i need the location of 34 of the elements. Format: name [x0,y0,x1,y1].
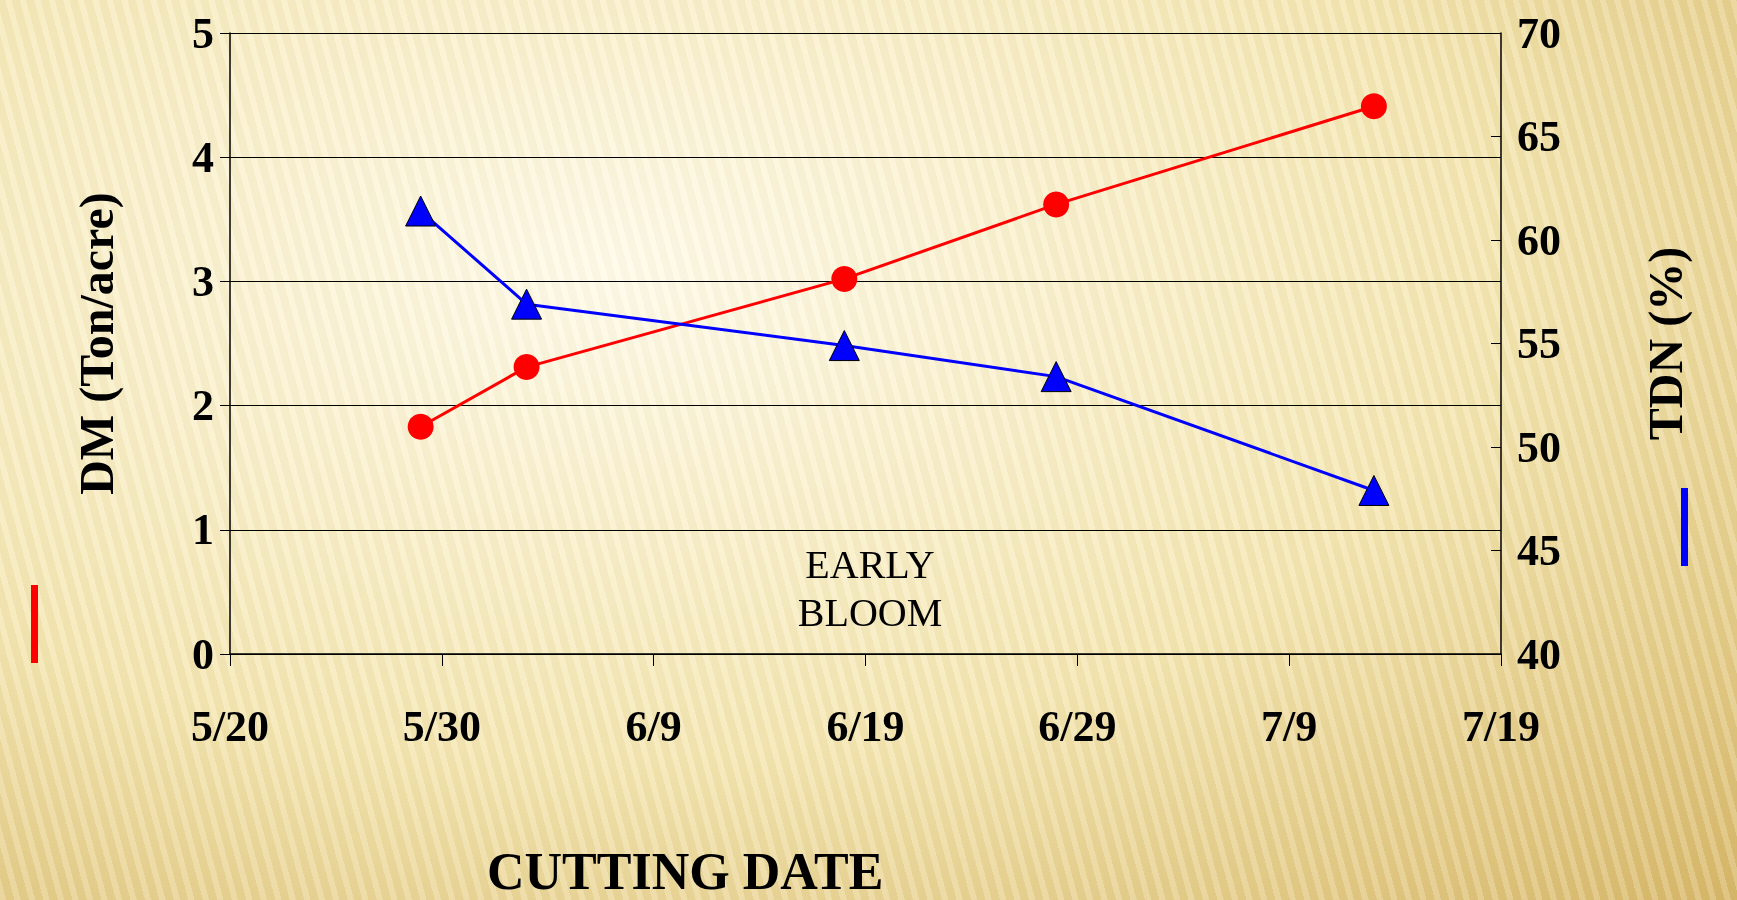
point [407,413,434,440]
y2-axis-title: TDN (%) [1638,246,1693,441]
y-tick-label: 1 [192,505,214,555]
y2-tick-label: 60 [1517,215,1561,265]
point [1040,361,1072,393]
x-axis-title: CUTTING DATE [487,842,884,900]
point [511,288,543,320]
x-tick-label: 7/19 [1461,701,1541,751]
x-tick-label: 7/9 [1261,701,1318,751]
y2-tick-label: 50 [1517,422,1561,472]
x-tick-label: 5/20 [190,701,270,751]
x-tick-label: 6/29 [1038,701,1117,751]
y2-tick-label: 45 [1517,526,1561,575]
point [831,265,858,292]
y2-tick-label: 70 [1517,8,1561,58]
y-tick-label: 4 [192,132,214,182]
y2-tick-label: 65 [1517,112,1561,161]
point [1043,191,1070,218]
x-tick-label: 6/9 [625,701,682,751]
point [1358,474,1390,506]
y-tick-label: 0 [192,629,214,679]
y2-tick-label: 55 [1517,319,1561,368]
point [513,354,540,381]
y2-tick-label: 40 [1517,629,1561,679]
annotation: EARLY BLOOM [797,541,943,635]
y-tick-label: 2 [192,381,214,431]
y-tick-label: 3 [192,256,214,306]
point [1360,93,1387,120]
x-tick-label: 5/30 [402,701,481,751]
point [405,195,437,227]
point [828,330,860,362]
y-axis-title: DM (Ton/acre) [69,192,124,495]
y-tick-label: 5 [192,8,214,58]
x-tick-label: 6/19 [826,701,905,751]
